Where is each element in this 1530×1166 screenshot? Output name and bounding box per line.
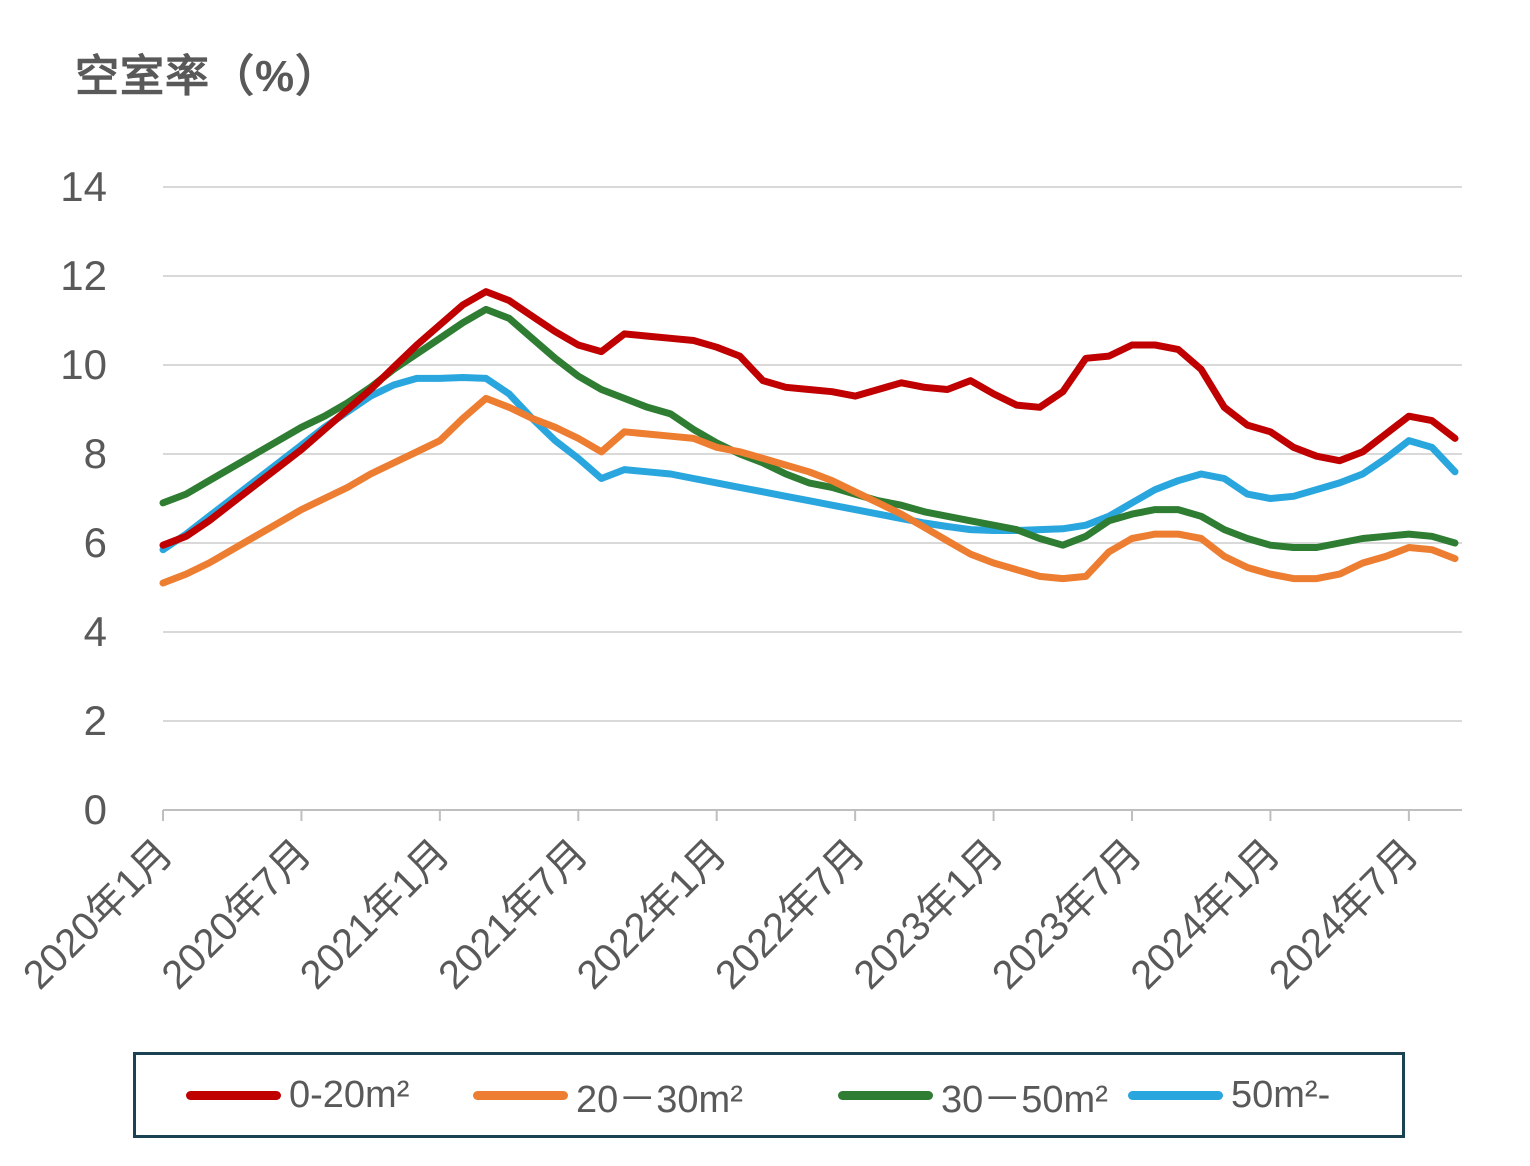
svg-text:6: 6 [84,519,107,566]
legend-label: 30－50m² [941,1078,1108,1121]
svg-text:2024年7月: 2024年7月 [1261,831,1427,997]
svg-text:2023年7月: 2023年7月 [984,831,1150,997]
svg-text:2022年1月: 2022年1月 [569,831,735,997]
svg-text:2: 2 [84,697,107,744]
legend-item: 0-20m² [186,1055,409,1135]
svg-text:2020年7月: 2020年7月 [153,831,319,997]
svg-text:4: 4 [84,608,107,655]
legend-label: 0-20m² [289,1073,410,1116]
legend-swatch-0-20-icon [186,1090,281,1100]
svg-text:14: 14 [60,163,107,210]
legend-swatch-50plus-icon [1128,1090,1223,1100]
svg-text:10: 10 [60,341,107,388]
legend: 0-20m² 20－30m² 30－50m² 50m²- [133,1052,1405,1138]
svg-text:2022年7月: 2022年7月 [707,831,873,997]
legend-item: 30－50m² [838,1055,1108,1135]
svg-text:2023年1月: 2023年1月 [846,831,1012,997]
legend-swatch-30-50-icon [838,1090,933,1100]
svg-text:2021年7月: 2021年7月 [430,831,596,997]
svg-text:8: 8 [84,430,107,477]
svg-text:2021年1月: 2021年1月 [292,831,458,997]
legend-label: 20－30m² [576,1078,743,1121]
legend-item: 20－30m² [473,1055,743,1135]
svg-text:12: 12 [60,252,107,299]
svg-text:0: 0 [84,786,107,833]
legend-item: 50m²- [1128,1055,1330,1135]
svg-text:2020年1月: 2020年1月 [15,831,181,997]
page-title: 空室率（%） [75,52,341,101]
legend-swatch-20-30-icon [473,1090,568,1100]
legend-label: 50m²- [1231,1073,1331,1116]
svg-text:2024年1月: 2024年1月 [1122,831,1288,997]
